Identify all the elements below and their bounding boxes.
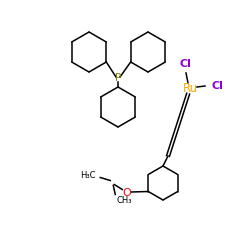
Text: CH₃: CH₃ [116,196,132,205]
Text: H₃C: H₃C [80,171,96,180]
Text: Cl: Cl [211,81,223,91]
Text: O: O [122,188,131,198]
Text: P: P [115,73,121,83]
Text: Cl: Cl [179,59,191,69]
Text: Ru: Ru [182,82,198,94]
